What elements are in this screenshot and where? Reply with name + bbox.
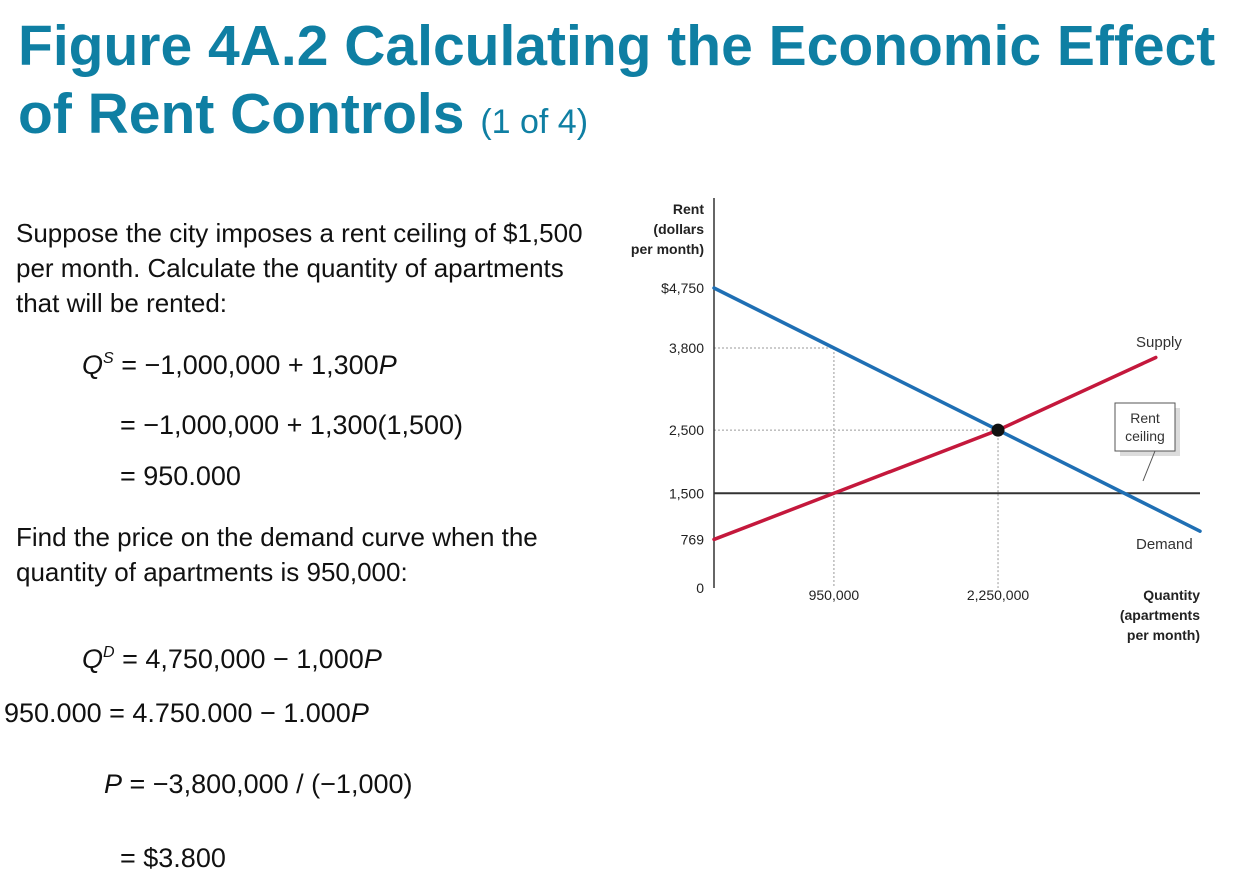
rent-ceiling-callout: Rent ceiling: [1114, 402, 1180, 482]
equation-demand-var: P: [363, 644, 382, 674]
x-axis-label: Quantity (apartments per month): [1120, 587, 1200, 643]
y-tick-label: 2,500: [669, 422, 704, 438]
equation-price-result: = $3.800: [120, 843, 226, 873]
instruction-paragraph-2: Find the price on the demand curve when …: [16, 522, 538, 587]
title-main: Figure 4A.2 Calculating the Economic Eff…: [18, 14, 1216, 146]
tick-labels: $4,750 3,800 2,500 1,500 769 0 950,000 2,250,00…: [661, 280, 1029, 603]
y-tick-label: 3,800: [669, 340, 704, 356]
equation-demand-substituted-lhs: 950.000 = 4.750.000 − 1.000: [4, 698, 351, 728]
equation-demand-rhs: = 4,750,000 − 1,000: [122, 644, 364, 674]
equation-demand: QD = 4,750,000 − 1,000P: [82, 644, 382, 674]
supply-label: Supply: [1136, 334, 1182, 351]
series-layer: [712, 286, 1202, 542]
guide-lines: [714, 347, 999, 588]
y-tick-label: 769: [681, 531, 705, 547]
y-tick-label: 1,500: [669, 485, 704, 501]
page-title: Figure 4A.2 Calculating the Economic Eff…: [18, 12, 1218, 156]
series-supply-line: [712, 355, 1158, 542]
equation-price-rhs: = −3,800,000 / (−1,000): [122, 769, 413, 799]
x-tick-label: 2,250,000: [967, 587, 1029, 603]
equation-price-var: P: [104, 769, 123, 799]
y-tick-label: $4,750: [661, 280, 704, 296]
y-tick-label: 0: [696, 580, 704, 596]
instruction-paragraph-1: Suppose the city imposes a rent ceiling …: [16, 218, 583, 318]
equation-demand-substituted-var: P: [350, 698, 369, 728]
equation-supply: QS = −1,000,000 + 1,300P: [82, 350, 397, 380]
rent-control-chart: $4,750 3,800 2,500 1,500 769 0 950,000 2,250,00…: [631, 198, 1202, 643]
y-axis-label: Rent (dollars per month): [631, 201, 704, 257]
equilibrium-point: [991, 423, 1005, 437]
equation-supply-substituted: = −1,000,000 + 1,300(1,500): [120, 410, 464, 440]
equation-demand-substituted: 950.000 = 4.750.000 − 1.000P: [4, 697, 369, 729]
title-sub: (1 of 4): [480, 103, 589, 141]
equation-supply-var: P: [378, 350, 397, 380]
equation-supply-result: = 950.000: [120, 461, 241, 491]
series-demand-line: [712, 286, 1202, 533]
equation-supply-rhs: = −1,000,000 + 1,300: [121, 350, 379, 380]
equation-price-solve: P = −3,800,000 / (−1,000): [104, 768, 413, 800]
demand-label: Demand: [1136, 536, 1193, 553]
x-tick-label: 950,000: [809, 587, 860, 603]
